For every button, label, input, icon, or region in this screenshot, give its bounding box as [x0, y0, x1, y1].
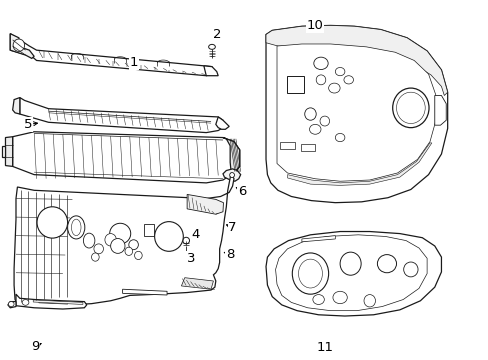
Ellipse shape: [8, 302, 14, 307]
Polygon shape: [301, 236, 335, 242]
Ellipse shape: [134, 251, 142, 260]
Ellipse shape: [83, 233, 95, 248]
Polygon shape: [144, 224, 153, 236]
Polygon shape: [181, 246, 191, 257]
Ellipse shape: [125, 247, 132, 256]
Polygon shape: [13, 98, 20, 114]
Ellipse shape: [37, 207, 67, 238]
Ellipse shape: [304, 108, 316, 120]
Polygon shape: [187, 194, 223, 214]
Ellipse shape: [13, 39, 24, 51]
Polygon shape: [13, 132, 239, 183]
Ellipse shape: [363, 294, 375, 307]
Ellipse shape: [105, 234, 116, 246]
Text: 3: 3: [186, 252, 195, 265]
Ellipse shape: [313, 57, 327, 69]
Ellipse shape: [328, 83, 340, 93]
Polygon shape: [276, 44, 435, 181]
Ellipse shape: [335, 134, 344, 142]
Polygon shape: [181, 254, 194, 257]
Ellipse shape: [316, 75, 325, 85]
Text: 5: 5: [24, 118, 33, 131]
Polygon shape: [223, 169, 240, 181]
Polygon shape: [203, 66, 218, 76]
Ellipse shape: [94, 244, 103, 254]
Ellipse shape: [298, 259, 322, 288]
Polygon shape: [300, 144, 315, 151]
Polygon shape: [265, 231, 441, 316]
Text: 7: 7: [228, 221, 236, 234]
Polygon shape: [1, 146, 5, 157]
Text: 11: 11: [316, 341, 333, 354]
Polygon shape: [181, 278, 213, 289]
Polygon shape: [39, 301, 67, 304]
Ellipse shape: [335, 67, 344, 76]
Ellipse shape: [208, 44, 215, 49]
Ellipse shape: [71, 219, 81, 236]
Polygon shape: [20, 98, 223, 132]
Text: 4: 4: [191, 228, 200, 241]
Ellipse shape: [67, 216, 84, 239]
Ellipse shape: [340, 252, 361, 275]
Polygon shape: [265, 26, 447, 95]
Polygon shape: [33, 300, 83, 305]
Polygon shape: [5, 137, 13, 166]
Ellipse shape: [392, 88, 428, 128]
Ellipse shape: [128, 240, 138, 250]
Polygon shape: [286, 76, 304, 94]
Ellipse shape: [183, 237, 189, 244]
Ellipse shape: [403, 262, 417, 277]
Ellipse shape: [22, 300, 29, 305]
Polygon shape: [280, 142, 294, 149]
Polygon shape: [215, 117, 229, 129]
Text: 2: 2: [212, 28, 221, 41]
Text: 1: 1: [129, 56, 138, 69]
Polygon shape: [14, 173, 233, 307]
Text: 6: 6: [238, 185, 246, 198]
Polygon shape: [10, 34, 212, 76]
Ellipse shape: [377, 255, 396, 273]
Polygon shape: [434, 95, 446, 125]
Polygon shape: [8, 302, 16, 308]
Polygon shape: [287, 143, 431, 185]
Polygon shape: [16, 294, 86, 309]
Text: 8: 8: [225, 248, 234, 261]
Ellipse shape: [343, 76, 353, 84]
Polygon shape: [122, 289, 167, 295]
Ellipse shape: [292, 253, 328, 294]
Ellipse shape: [332, 291, 346, 303]
Ellipse shape: [91, 253, 99, 261]
Ellipse shape: [396, 92, 425, 123]
Polygon shape: [275, 235, 426, 311]
Text: 10: 10: [306, 19, 323, 32]
Ellipse shape: [109, 223, 130, 244]
Ellipse shape: [319, 116, 329, 126]
Ellipse shape: [110, 239, 125, 253]
Ellipse shape: [229, 172, 234, 177]
Polygon shape: [223, 138, 239, 173]
Polygon shape: [265, 26, 447, 203]
Ellipse shape: [309, 124, 320, 134]
Ellipse shape: [312, 294, 324, 305]
Ellipse shape: [154, 222, 183, 251]
Polygon shape: [10, 34, 34, 58]
Text: 9: 9: [31, 339, 39, 352]
